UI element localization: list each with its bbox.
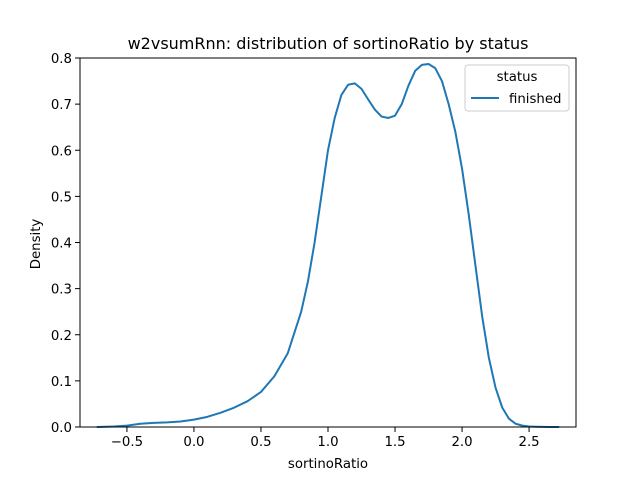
y-tick-label: 0.8 [51, 52, 72, 67]
y-tick-label: 0.3 [51, 283, 72, 298]
plot-area: −0.5 0.0 0.5 1.0 1.5 2.0 2.5 0.0 0.1 0.2 0.3 0.4 0.5… [51, 52, 577, 450]
x-tick-label: 1.5 [384, 435, 405, 450]
legend: status finished [464, 64, 570, 112]
x-tick-label: 2.5 [519, 435, 540, 450]
y-axis-label: Density [29, 219, 44, 270]
legend-title: status [497, 70, 538, 85]
y-tick-label: 0.6 [51, 144, 72, 159]
y-tick-label: 0.4 [51, 237, 72, 252]
y-tick-label: 0.2 [51, 329, 72, 344]
x-axis-label: sortinoRatio [288, 457, 368, 472]
x-tick-label: 0.0 [183, 435, 204, 450]
y-tick-label: 0.1 [51, 375, 72, 390]
legend-frame [464, 64, 570, 112]
axes-frame [79, 57, 577, 428]
y-tick-label: 0.5 [51, 190, 72, 205]
x-tick-label: −0.5 [111, 435, 143, 450]
y-tick-label: 0.0 [51, 421, 72, 436]
y-tick-label: 0.7 [51, 98, 72, 113]
legend-label-finished: finished [509, 92, 561, 107]
x-tick-label: 2.0 [451, 435, 472, 450]
x-tick-label: 1.0 [317, 435, 338, 450]
x-tick-label: 0.5 [250, 435, 271, 450]
chart-title: w2vsumRnn: distribution of sortinoRatio … [128, 34, 529, 53]
series-line-finished [96, 63, 560, 428]
